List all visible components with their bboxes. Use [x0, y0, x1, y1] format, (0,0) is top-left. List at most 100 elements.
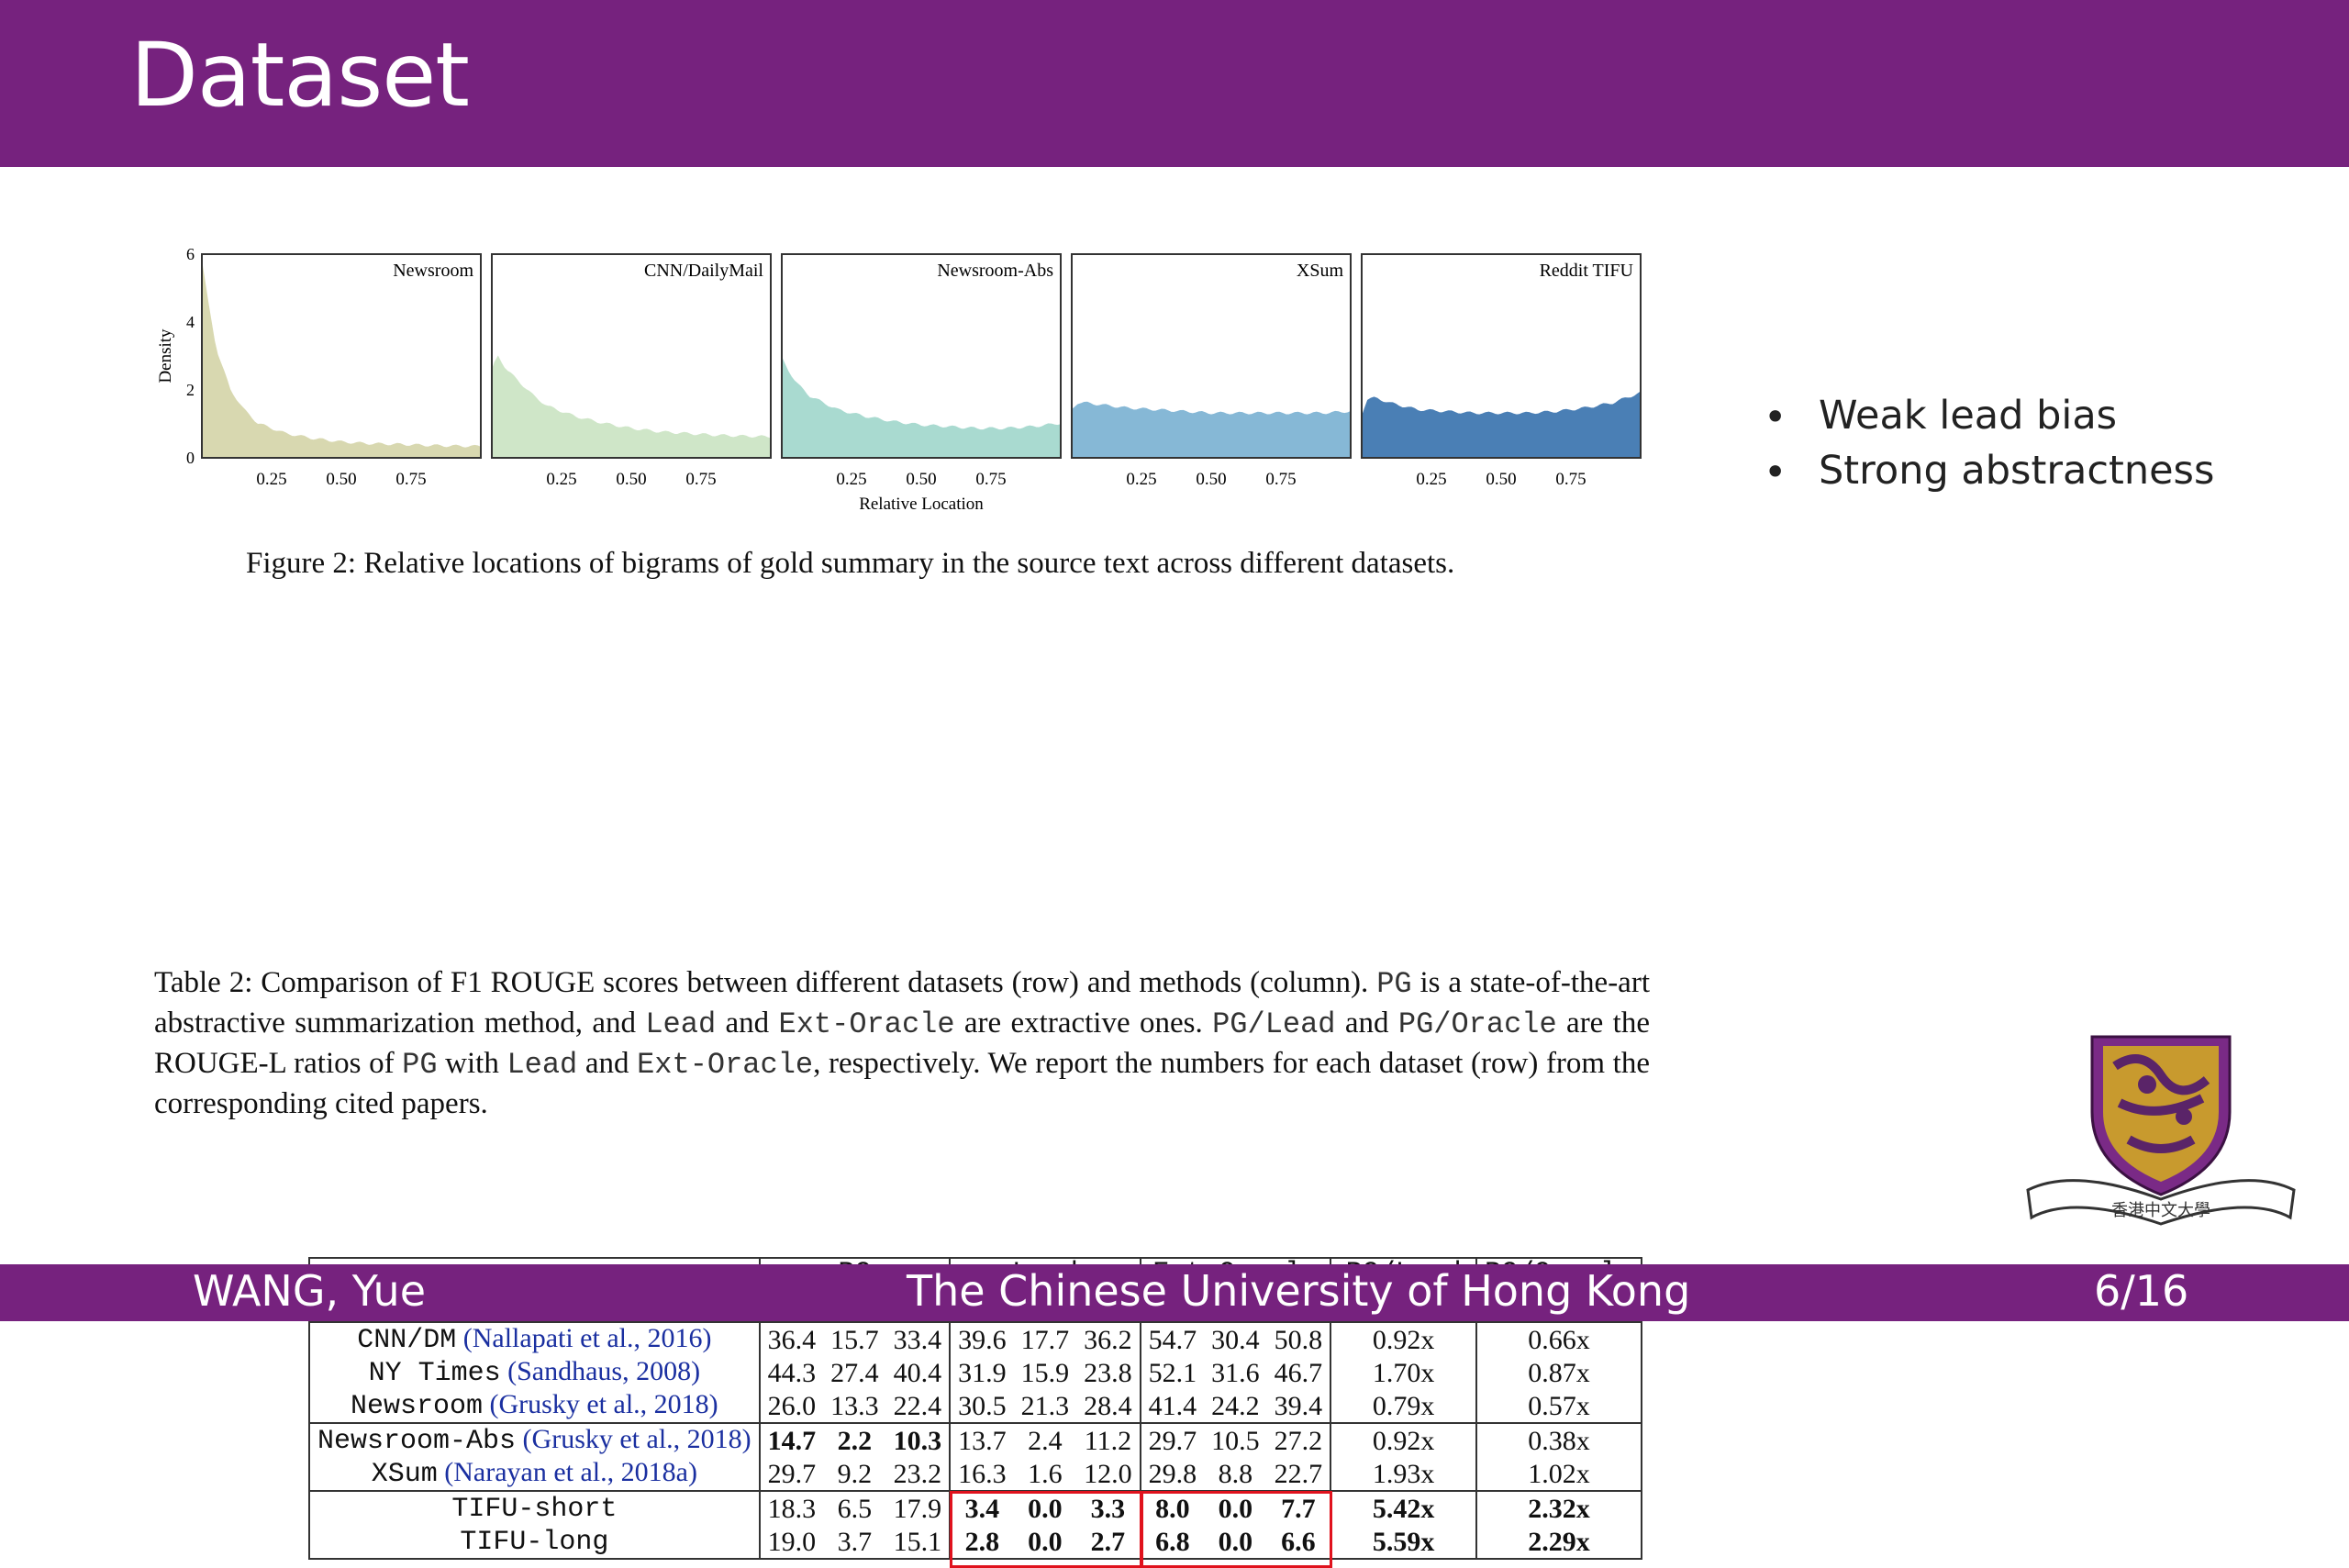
bullet-item: • Strong abstractness — [1760, 448, 2214, 503]
table-value: 22.4 — [893, 1390, 942, 1421]
panel-frame — [491, 253, 772, 459]
table-value: 0.57x — [1475, 1389, 1643, 1423]
caption-text: are the ROUGE-L ratios of — [154, 1006, 1650, 1080]
crest-seal-text: 香港中文大學 — [2111, 1201, 2210, 1220]
x-tick-label: 0.25 — [1126, 470, 1156, 489]
table-value: 13.7 — [949, 1422, 1014, 1457]
lead-highlight-box — [950, 1491, 1142, 1568]
table-value: 13.3 — [830, 1390, 879, 1421]
table-value: 0.92x — [1330, 1322, 1476, 1356]
table-value: 27.2 — [1266, 1422, 1331, 1457]
slide-title: Dataset — [130, 24, 470, 127]
table-row: CNN/DM (Nallapati et al., 2016) 36.4 15.7 3… — [308, 1322, 1643, 1356]
caption-text: and — [716, 1006, 779, 1040]
y-tick-label: 0 — [186, 449, 195, 467]
footer-institution: The Chinese University of Hong Kong — [907, 1266, 1691, 1316]
panel-title: Reddit TIFU — [1540, 261, 1634, 281]
panel-frame — [781, 253, 1062, 459]
table-value: 50.8 — [1274, 1324, 1323, 1355]
bullet-dot-icon: • — [1764, 450, 1787, 495]
table-value: 15.1 — [885, 1525, 951, 1560]
table-value: 52.1 — [1139, 1356, 1205, 1389]
table-value: 19.0 — [758, 1525, 824, 1560]
caption-text: and — [577, 1047, 638, 1080]
table-value: 1.6 — [1028, 1458, 1063, 1489]
dataset-cell: NY Times (Sandhaus, 2008) — [308, 1356, 760, 1389]
table-value: 36.2 — [1084, 1324, 1132, 1355]
density-chart: Density 0 2 4 6 Newsroom 0.25 0.50 0.75 CNN/Daily… — [156, 245, 1642, 514]
table-value: 2.32x — [1475, 1490, 1643, 1525]
caption-code-term: PG/Oracle — [1397, 1007, 1557, 1041]
x-tick-label: 0.75 — [975, 470, 1006, 489]
x-tick-label: 0.75 — [395, 470, 426, 489]
table-value: 2.29x — [1475, 1525, 1643, 1560]
table-value: 2.2 — [823, 1422, 886, 1457]
table-caption: Table 2: Comparison of F1 ROUGE scores b… — [154, 963, 1650, 1124]
y-tick-label: 6 — [186, 245, 195, 263]
oracle-highlight-box — [1140, 1491, 1333, 1568]
caption-code-term: PG — [402, 1048, 438, 1082]
table-value: 12.0 — [1084, 1458, 1132, 1489]
x-tick-label: 0.50 — [326, 470, 356, 489]
citation-link[interactable]: (Sandhaus, 2008) — [500, 1356, 701, 1386]
table-value: 41.4 — [1139, 1389, 1205, 1423]
dataset-cell: XSum (Narayan et al., 2018a) — [308, 1457, 760, 1491]
table-value: 0.87x — [1475, 1356, 1643, 1389]
table-value: 10.3 — [885, 1422, 951, 1457]
x-tick-label: 0.75 — [1555, 470, 1586, 489]
table-value: 5.42x — [1330, 1490, 1476, 1525]
panel-frame — [1361, 253, 1642, 459]
x-tick-label: 0.75 — [685, 470, 716, 489]
caption-text: , respectively. We report the numbers fo… — [154, 1047, 1650, 1120]
table-value: 31.6 — [1211, 1357, 1260, 1388]
table-value: 23.2 — [893, 1458, 942, 1489]
title-bar: Dataset — [0, 0, 2349, 167]
dataset-name: TIFU-long — [460, 1527, 609, 1558]
x-tick-label: 0.25 — [1416, 470, 1446, 489]
table-value: 16.3 — [949, 1457, 1014, 1491]
citation-link[interactable]: (Grusky et al., 2018) — [516, 1424, 751, 1454]
table-value: 0.79x — [1330, 1389, 1476, 1423]
university-crest-icon: 香港中文大學 — [2026, 1035, 2296, 1226]
x-tick-label: 0.75 — [1265, 470, 1296, 489]
table-value: 10.5 — [1204, 1422, 1267, 1457]
table-value: 29.7 — [1139, 1422, 1205, 1457]
table-value: 22.7 — [1274, 1458, 1323, 1489]
bullet-text: Strong abstractness — [1819, 448, 2215, 494]
table-value: 9.2 — [837, 1458, 873, 1489]
panel-title: Newsroom-Abs — [937, 261, 1053, 281]
x-tick-label: 0.50 — [616, 470, 646, 489]
table-value: 5.59x — [1330, 1525, 1476, 1560]
citation-link[interactable]: (Grusky et al., 2018) — [483, 1389, 718, 1419]
table-value: 2.4 — [1013, 1422, 1077, 1457]
table-value: 30.5 — [949, 1389, 1014, 1423]
caption-text: and — [1335, 1006, 1398, 1040]
table-value: 46.7 — [1274, 1357, 1323, 1388]
table-value: 29.7 — [758, 1457, 824, 1491]
table-value: 15.7 — [830, 1324, 879, 1355]
table-value: 23.8 — [1084, 1357, 1132, 1388]
caption-code-term: Lead — [507, 1048, 578, 1082]
caption-code-term: PG/Lead — [1212, 1007, 1336, 1041]
density-area — [1361, 390, 1642, 459]
table-value: 21.3 — [1020, 1390, 1070, 1421]
x-tick-label: 0.50 — [906, 470, 936, 489]
table-value: 33.4 — [893, 1324, 942, 1355]
citation-link[interactable]: (Nallapati et al., 2016) — [456, 1323, 712, 1353]
caption-text: is a state-of-the-art abstractive summar… — [154, 966, 1650, 1040]
dataset-cell: Newsroom (Grusky et al., 2018) — [308, 1389, 760, 1423]
page-number: 6/16 — [2094, 1266, 2189, 1316]
dataset-cell: Newsroom-Abs (Grusky et al., 2018) — [308, 1422, 760, 1457]
citation-link[interactable]: (Narayan et al., 2018a) — [437, 1457, 697, 1487]
dataset-cell: TIFU-short — [308, 1490, 760, 1525]
dataset-name: TIFU-short — [451, 1494, 618, 1525]
density-figure: Density 0 2 4 6 Newsroom 0.25 0.50 0.75 CNN/Daily… — [147, 243, 1652, 518]
caption-code-term: Ext-Oracle — [778, 1007, 955, 1041]
bullet-text: Weak lead bias — [1819, 393, 2118, 439]
dataset-name: NY Times — [368, 1358, 501, 1389]
table-value: 18.3 — [758, 1490, 824, 1525]
caption-code-term: Ext-Oracle — [637, 1048, 814, 1082]
table-value: 36.4 — [758, 1322, 824, 1356]
footer-bar: WANG, Yue The Chinese University of Hong… — [0, 1264, 2349, 1321]
table-value: 44.3 — [758, 1356, 824, 1389]
